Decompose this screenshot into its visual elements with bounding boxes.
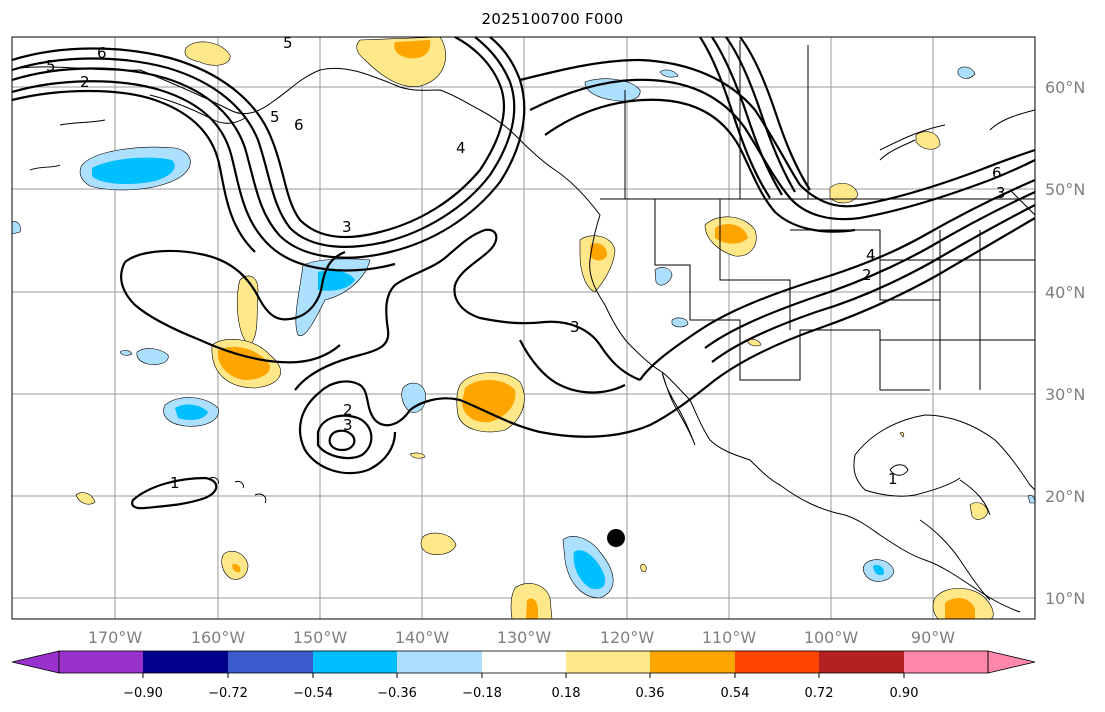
lat-label: 20°N <box>1045 487 1085 506</box>
lon-label: 120°W <box>600 628 655 647</box>
colorbar-tick-label: −0.54 <box>293 686 333 701</box>
colorbar-swatch <box>59 651 143 673</box>
colorbar-tick-label: −0.90 <box>123 686 163 701</box>
lon-label: 170°W <box>88 628 143 647</box>
colorbar-swatch <box>904 651 988 673</box>
contour-label: 4 <box>866 246 876 264</box>
colorbar: −0.90 −0.72 −0.54 −0.36 −0.18 0.18 0.36 … <box>11 650 1036 701</box>
contour-label: 1 <box>170 474 180 492</box>
lat-label: 40°N <box>1045 283 1085 302</box>
contour-label: 3 <box>570 318 580 336</box>
colorbar-extend-high <box>987 650 1036 674</box>
colorbar-swatch <box>397 651 482 673</box>
contour-label: 5 <box>46 57 56 75</box>
contour-label: 5 <box>283 34 293 52</box>
contour-label: 1 <box>888 470 898 488</box>
storm-position-marker <box>607 529 625 547</box>
colorbar-swatch <box>819 651 904 673</box>
contour-labels: 5 6 5 2 6 5 3 4 3 2 3 1 1 6 3 4 2 <box>46 34 1006 492</box>
colorbar-swatch <box>735 651 819 673</box>
lon-label: 160°W <box>191 628 246 647</box>
lon-label: 130°W <box>497 628 552 647</box>
contour-label: 3 <box>996 184 1006 202</box>
lat-label: 50°N <box>1045 180 1085 199</box>
colorbar-tick-label: −0.72 <box>208 686 248 701</box>
lon-label: 100°W <box>804 628 859 647</box>
latitude-labels: 60°N 50°N 40°N 30°N 20°N 10°N <box>1045 78 1085 608</box>
contour-label: 6 <box>97 44 107 62</box>
longitude-labels: 170°W 160°W 150°W 140°W 130°W 120°W 110°… <box>88 628 955 647</box>
contour-label: 2 <box>80 73 90 91</box>
chart-title: 2025100700 F000 <box>481 10 624 28</box>
shaded-anomalies <box>11 36 1036 620</box>
height-contours <box>11 36 1036 510</box>
colorbar-tick-label: 0.90 <box>890 686 919 701</box>
contour-label: 3 <box>342 218 352 236</box>
contour-label: 3 <box>343 416 353 434</box>
colorbar-tick-label: −0.18 <box>462 686 502 701</box>
colorbar-tick-label: 0.36 <box>636 686 665 701</box>
colorbar-extend-low <box>11 650 60 674</box>
map-frame <box>11 36 1036 620</box>
lon-label: 110°W <box>702 628 757 647</box>
lon-label: 90°W <box>911 628 955 647</box>
colorbar-swatch <box>143 651 228 673</box>
colorbar-tick-label: 0.54 <box>721 686 750 701</box>
contour-label: 2 <box>862 266 872 284</box>
colorbar-swatch <box>313 651 397 673</box>
colorbar-tick-label: 0.72 <box>805 686 834 701</box>
lat-label: 60°N <box>1045 78 1085 97</box>
contour-label: 6 <box>294 116 304 134</box>
colorbar-swatch <box>482 651 566 673</box>
contour-label: 5 <box>270 108 280 126</box>
lon-label: 140°W <box>395 628 450 647</box>
colorbar-tick-label: 0.18 <box>552 686 581 701</box>
colorbar-swatch <box>228 651 313 673</box>
lat-label: 30°N <box>1045 385 1085 404</box>
contour-label: 2 <box>343 401 353 419</box>
contour-label: 4 <box>456 139 466 157</box>
colorbar-tick-label: −0.36 <box>377 686 417 701</box>
lat-label: 10°N <box>1045 589 1085 608</box>
lon-label: 150°W <box>293 628 348 647</box>
colorbar-swatch <box>566 651 650 673</box>
graticule <box>12 37 1035 619</box>
colorbar-swatch <box>650 651 735 673</box>
contour-label: 6 <box>992 164 1002 182</box>
